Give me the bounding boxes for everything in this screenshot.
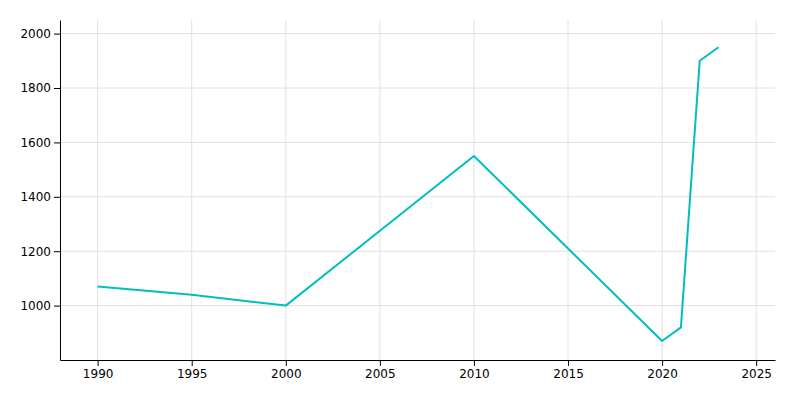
y-tick-label: 1200 <box>20 245 51 259</box>
y-tick-label: 2000 <box>20 27 51 41</box>
x-tick-mark <box>474 360 475 366</box>
x-tick-mark <box>192 360 193 366</box>
y-grid-line <box>60 305 775 306</box>
x-tick: 2025 <box>741 360 772 381</box>
x-tick-mark <box>286 360 287 366</box>
data-line <box>98 47 719 341</box>
x-grid-line <box>285 20 286 360</box>
x-grid-line <box>756 20 757 360</box>
x-tick-label: 2015 <box>553 367 584 381</box>
x-tick-label: 2010 <box>459 367 490 381</box>
x-grid-line <box>662 20 663 360</box>
x-tick: 2005 <box>365 360 396 381</box>
x-grid-line <box>473 20 474 360</box>
chart-container: 1990 1995 2000 2005 2010 2015 2020 2025 1000 1200… <box>0 0 800 400</box>
x-grid-line <box>568 20 569 360</box>
x-tick-mark <box>756 360 757 366</box>
x-axis: 1990 1995 2000 2005 2010 2015 2020 2025 <box>61 360 776 381</box>
x-tick-mark <box>380 360 381 366</box>
y-grid-line <box>60 88 775 89</box>
y-grid-line <box>60 33 775 34</box>
x-axis-line <box>61 360 776 361</box>
y-tick-mark <box>54 34 60 35</box>
y-tick-label: 1600 <box>20 136 51 150</box>
y-tick: 1200 <box>20 245 60 259</box>
chart-svg: 1990 1995 2000 2005 2010 2015 2020 2025 1000 1200… <box>0 0 800 400</box>
x-tick: 2015 <box>553 360 584 381</box>
x-grid-line <box>379 20 380 360</box>
y-tick-label: 1000 <box>20 299 51 313</box>
y-tick: 1000 <box>20 299 60 313</box>
grid <box>60 20 775 360</box>
y-tick: 1400 <box>20 190 60 204</box>
y-axis-line <box>60 21 61 361</box>
y-tick-label: 1800 <box>20 81 51 95</box>
x-tick: 2000 <box>271 360 302 381</box>
x-tick: 2010 <box>459 360 490 381</box>
x-tick-label: 2025 <box>741 367 772 381</box>
y-tick: 1800 <box>20 81 60 95</box>
x-tick: 1990 <box>83 360 114 381</box>
y-tick-mark <box>54 88 60 89</box>
y-grid-line <box>60 251 775 252</box>
x-grid-line <box>191 20 192 360</box>
y-tick-mark <box>54 142 60 143</box>
x-grid-line <box>97 20 98 360</box>
x-tick-mark <box>568 360 569 366</box>
marks <box>98 47 719 341</box>
x-tick-label: 1995 <box>177 367 208 381</box>
x-tick-label: 1990 <box>83 367 114 381</box>
y-tick-label: 1400 <box>20 190 51 204</box>
x-tick-label: 2020 <box>647 367 678 381</box>
y-tick-mark <box>54 197 60 198</box>
y-tick: 2000 <box>20 27 60 41</box>
y-axis: 1000 1200 1400 1600 1800 2000 <box>20 21 60 361</box>
x-tick-mark <box>98 360 99 366</box>
x-tick-mark <box>662 360 663 366</box>
y-tick: 1600 <box>20 136 60 150</box>
y-tick-mark <box>54 251 60 252</box>
x-tick-label: 2000 <box>271 367 302 381</box>
plot-area: 1990 1995 2000 2005 2010 2015 2020 2025 1000 1200… <box>20 20 775 381</box>
y-grid-line <box>60 142 775 143</box>
y-tick-mark <box>54 306 60 307</box>
x-tick-label: 2005 <box>365 367 396 381</box>
x-tick: 1995 <box>177 360 208 381</box>
x-tick: 2020 <box>647 360 678 381</box>
y-grid-line <box>60 196 775 197</box>
